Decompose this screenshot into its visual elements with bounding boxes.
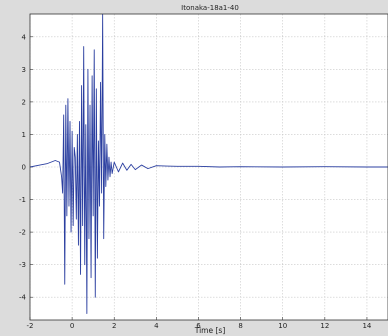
y-tick-label: 3 [22, 66, 26, 74]
plot-frame [29, 13, 388, 321]
y-tick-label: 1 [22, 131, 26, 139]
x-tick-label: 12 [320, 322, 329, 330]
series-line [30, 14, 388, 314]
x-tick-label: 0 [70, 322, 74, 330]
series-layer [30, 14, 388, 314]
x-tick-label: 10 [278, 322, 287, 330]
x-axis-label: Time [s] [194, 326, 226, 335]
x-tick-label: 8 [238, 322, 242, 330]
y-tick-label: -3 [19, 261, 26, 269]
x-tick-label: 4 [154, 322, 159, 330]
chart-title: Itonaka-18a1-40 [181, 4, 239, 12]
y-tick-label: -1 [19, 196, 26, 204]
x-tick-label: 6 [196, 322, 201, 330]
y-tick-label: 0 [22, 164, 26, 172]
x-tick-label: 2 [112, 322, 116, 330]
y-tick-label: -2 [19, 229, 26, 237]
y-tick-label: 4 [22, 33, 27, 41]
axis-ticks [29, 36, 368, 320]
y-tick-label: -4 [19, 294, 27, 302]
y-tick-label: 2 [22, 98, 26, 106]
x-tick-label: -2 [27, 322, 34, 330]
x-tick-label: 14 [362, 322, 371, 330]
